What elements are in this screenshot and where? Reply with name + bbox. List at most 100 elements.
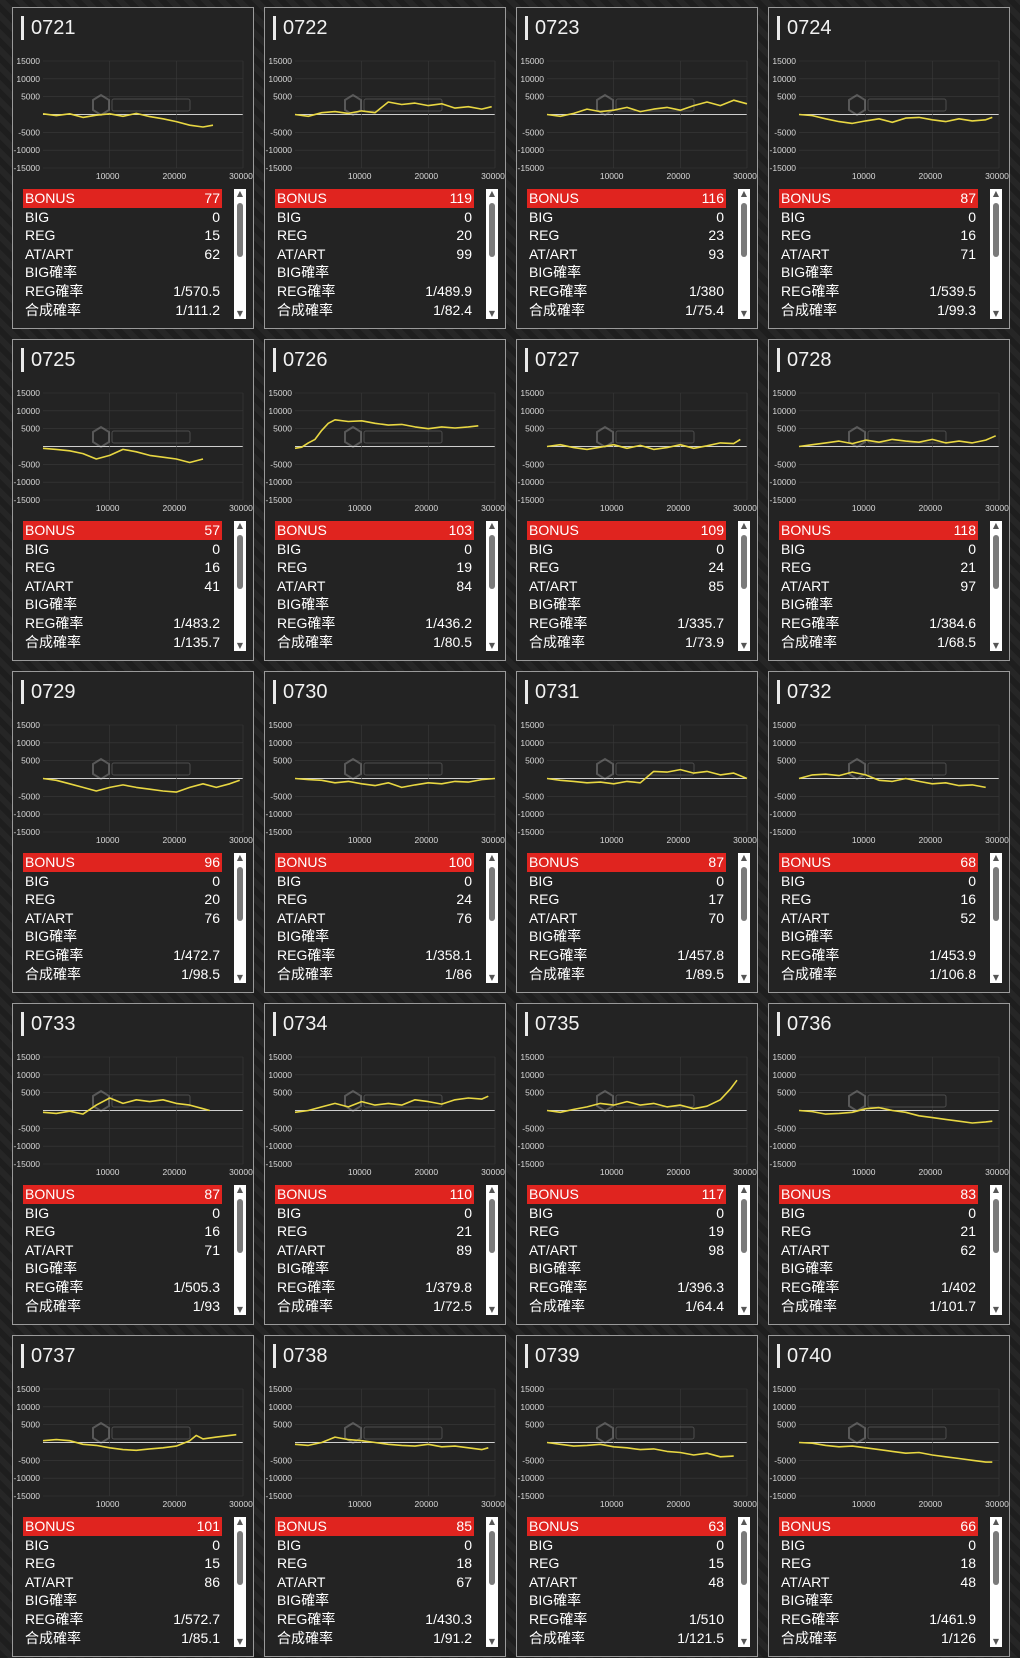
arrow-up-icon[interactable]: ▲	[992, 853, 1000, 862]
arrow-up-icon[interactable]: ▲	[740, 521, 748, 530]
arrow-down-icon[interactable]: ▼	[992, 973, 1000, 982]
scrollbar[interactable]: ▲ ▼	[486, 1185, 498, 1315]
machine-card[interactable]: 0734 15000 10000 5000 -5000 -10000 -15000 10000…	[264, 1003, 506, 1325]
arrow-down-icon[interactable]: ▼	[740, 309, 748, 318]
scrollbar[interactable]: ▲ ▼	[990, 1517, 1002, 1647]
arrow-down-icon[interactable]: ▼	[236, 1305, 244, 1314]
scroll-thumb[interactable]	[489, 867, 495, 921]
scroll-thumb[interactable]	[237, 203, 243, 257]
machine-card[interactable]: 0726 15000 10000 5000 -5000 -10000 -15000 10000…	[264, 339, 506, 661]
scroll-thumb[interactable]	[741, 1531, 747, 1585]
scrollbar[interactable]: ▲ ▼	[234, 521, 246, 651]
scrollbar[interactable]: ▲ ▼	[738, 1185, 750, 1315]
arrow-up-icon[interactable]: ▲	[236, 189, 244, 198]
arrow-down-icon[interactable]: ▼	[740, 1305, 748, 1314]
scroll-thumb[interactable]	[489, 1199, 495, 1253]
arrow-up-icon[interactable]: ▲	[740, 853, 748, 862]
arrow-up-icon[interactable]: ▲	[992, 189, 1000, 198]
arrow-up-icon[interactable]: ▲	[992, 1185, 1000, 1194]
scrollbar[interactable]: ▲ ▼	[738, 521, 750, 651]
arrow-up-icon[interactable]: ▲	[236, 1185, 244, 1194]
machine-card[interactable]: 0725 15000 10000 5000 -5000 -10000 -15000 10000…	[12, 339, 254, 661]
arrow-down-icon[interactable]: ▼	[236, 1637, 244, 1646]
scroll-thumb[interactable]	[993, 1199, 999, 1253]
scrollbar[interactable]: ▲ ▼	[234, 1185, 246, 1315]
arrow-down-icon[interactable]: ▼	[488, 1305, 496, 1314]
scroll-thumb[interactable]	[993, 867, 999, 921]
arrow-up-icon[interactable]: ▲	[740, 1517, 748, 1526]
scrollbar[interactable]: ▲ ▼	[738, 189, 750, 319]
machine-card[interactable]: 0721 15000 10000 5000 -5000 -10000 -15000 10000…	[12, 7, 254, 329]
arrow-up-icon[interactable]: ▲	[488, 853, 496, 862]
arrow-down-icon[interactable]: ▼	[488, 641, 496, 650]
arrow-down-icon[interactable]: ▼	[488, 309, 496, 318]
machine-card[interactable]: 0731 15000 10000 5000 -5000 -10000 -15000 10000…	[516, 671, 758, 993]
scroll-thumb[interactable]	[489, 535, 495, 589]
machine-card[interactable]: 0735 15000 10000 5000 -5000 -10000 -15000 10000…	[516, 1003, 758, 1325]
machine-card[interactable]: 0723 15000 10000 5000 -5000 -10000 -15000 10000…	[516, 7, 758, 329]
scroll-thumb[interactable]	[237, 1531, 243, 1585]
arrow-down-icon[interactable]: ▼	[992, 1305, 1000, 1314]
scrollbar[interactable]: ▲ ▼	[738, 1517, 750, 1647]
scrollbar[interactable]: ▲ ▼	[234, 1517, 246, 1647]
arrow-down-icon[interactable]: ▼	[488, 973, 496, 982]
scrollbar[interactable]: ▲ ▼	[990, 1185, 1002, 1315]
scrollbar[interactable]: ▲ ▼	[990, 189, 1002, 319]
scroll-thumb[interactable]	[237, 1199, 243, 1253]
arrow-up-icon[interactable]: ▲	[488, 521, 496, 530]
scroll-thumb[interactable]	[237, 867, 243, 921]
scrollbar[interactable]: ▲ ▼	[486, 521, 498, 651]
machine-card[interactable]: 0737 15000 10000 5000 -5000 -10000 -15000 10000…	[12, 1335, 254, 1657]
machine-card[interactable]: 0733 15000 10000 5000 -5000 -10000 -15000 10000…	[12, 1003, 254, 1325]
arrow-up-icon[interactable]: ▲	[488, 189, 496, 198]
arrow-down-icon[interactable]: ▼	[236, 973, 244, 982]
scrollbar[interactable]: ▲ ▼	[990, 521, 1002, 651]
machine-card[interactable]: 0727 15000 10000 5000 -5000 -10000 -15000 10000…	[516, 339, 758, 661]
machine-card[interactable]: 0732 15000 10000 5000 -5000 -10000 -15000 10000…	[768, 671, 1010, 993]
machine-card[interactable]: 0729 15000 10000 5000 -5000 -10000 -15000 10000…	[12, 671, 254, 993]
scrollbar[interactable]: ▲ ▼	[234, 189, 246, 319]
machine-card[interactable]: 0736 15000 10000 5000 -5000 -10000 -15000 10000…	[768, 1003, 1010, 1325]
arrow-up-icon[interactable]: ▲	[740, 189, 748, 198]
arrow-up-icon[interactable]: ▲	[740, 1185, 748, 1194]
machine-card[interactable]: 0722 15000 10000 5000 -5000 -10000 -15000 10000…	[264, 7, 506, 329]
arrow-down-icon[interactable]: ▼	[992, 641, 1000, 650]
scroll-thumb[interactable]	[741, 1199, 747, 1253]
scroll-thumb[interactable]	[741, 535, 747, 589]
arrow-down-icon[interactable]: ▼	[488, 1637, 496, 1646]
arrow-up-icon[interactable]: ▲	[236, 1517, 244, 1526]
arrow-up-icon[interactable]: ▲	[236, 853, 244, 862]
arrow-down-icon[interactable]: ▼	[740, 973, 748, 982]
scrollbar[interactable]: ▲ ▼	[234, 853, 246, 983]
arrow-down-icon[interactable]: ▼	[992, 309, 1000, 318]
arrow-up-icon[interactable]: ▲	[236, 521, 244, 530]
scrollbar[interactable]: ▲ ▼	[486, 1517, 498, 1647]
machine-card[interactable]: 0730 15000 10000 5000 -5000 -10000 -15000 10000…	[264, 671, 506, 993]
machine-card[interactable]: 0738 15000 10000 5000 -5000 -10000 -15000 10000…	[264, 1335, 506, 1657]
scroll-thumb[interactable]	[993, 1531, 999, 1585]
arrow-down-icon[interactable]: ▼	[236, 309, 244, 318]
arrow-up-icon[interactable]: ▲	[488, 1517, 496, 1526]
arrow-up-icon[interactable]: ▲	[992, 1517, 1000, 1526]
scroll-thumb[interactable]	[741, 867, 747, 921]
machine-card[interactable]: 0739 15000 10000 5000 -5000 -10000 -15000 10000…	[516, 1335, 758, 1657]
scroll-thumb[interactable]	[489, 203, 495, 257]
scrollbar[interactable]: ▲ ▼	[486, 853, 498, 983]
scrollbar[interactable]: ▲ ▼	[990, 853, 1002, 983]
arrow-down-icon[interactable]: ▼	[992, 1637, 1000, 1646]
scroll-thumb[interactable]	[489, 1531, 495, 1585]
machine-card[interactable]: 0728 15000 10000 5000 -5000 -10000 -15000 10000…	[768, 339, 1010, 661]
arrow-up-icon[interactable]: ▲	[992, 521, 1000, 530]
machine-card[interactable]: 0740 15000 10000 5000 -5000 -10000 -15000 10000…	[768, 1335, 1010, 1657]
arrow-down-icon[interactable]: ▼	[740, 1637, 748, 1646]
scroll-thumb[interactable]	[237, 535, 243, 589]
arrow-up-icon[interactable]: ▲	[488, 1185, 496, 1194]
arrow-down-icon[interactable]: ▼	[236, 641, 244, 650]
scroll-thumb[interactable]	[993, 535, 999, 589]
scrollbar[interactable]: ▲ ▼	[738, 853, 750, 983]
scrollbar[interactable]: ▲ ▼	[486, 189, 498, 319]
machine-card[interactable]: 0724 15000 10000 5000 -5000 -10000 -15000 10000…	[768, 7, 1010, 329]
scroll-thumb[interactable]	[741, 203, 747, 257]
scroll-thumb[interactable]	[993, 203, 999, 257]
arrow-down-icon[interactable]: ▼	[740, 641, 748, 650]
